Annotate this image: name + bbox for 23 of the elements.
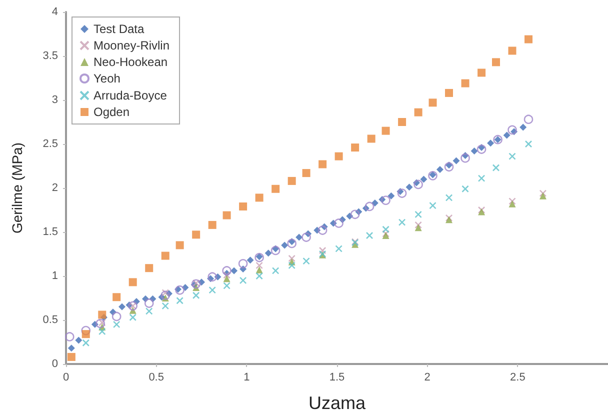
x-tick-label: 1 — [244, 372, 250, 384]
y-tick-label: 3.5 — [42, 50, 58, 62]
x-tick-label: 0 — [62, 372, 70, 384]
legend-label: Ogden — [94, 105, 130, 119]
y-tick-label: 3 — [52, 94, 58, 106]
y-tick-label: 0 — [52, 358, 58, 370]
x-tick-label: 0.5 — [148, 372, 164, 384]
y-tick-label: 2 — [52, 182, 58, 194]
y-tick-label: 4 — [52, 6, 58, 18]
x-tick-label: 1.5 — [329, 372, 345, 384]
x-tick-label: 2 — [424, 372, 430, 384]
legend-label: Neo-Hookean — [94, 55, 168, 69]
legend-label: Mooney-Rivlin — [94, 38, 170, 52]
y-tick-label: 1 — [52, 270, 58, 282]
x-tick-label: 2.5 — [510, 372, 526, 384]
x-axis-title: Uzama — [308, 393, 366, 413]
y-tick-label: 2.5 — [42, 138, 58, 150]
y-tick-label: 1.5 — [42, 226, 58, 238]
legend-label: Test Data — [94, 22, 145, 36]
legend-label: Arruda-Boyce — [94, 88, 168, 102]
y-axis-title: Gerilme (MPa) — [9, 142, 25, 234]
y-tick-label: 0.5 — [42, 314, 58, 326]
legend-label: Yeoh — [94, 72, 120, 86]
